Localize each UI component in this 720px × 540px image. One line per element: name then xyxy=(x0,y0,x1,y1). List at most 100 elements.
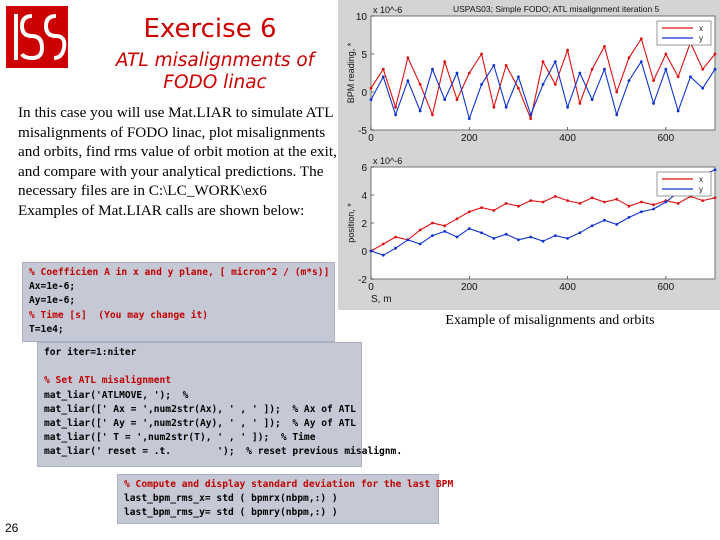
data-point-y xyxy=(553,60,557,63)
code-line: T=1e4; xyxy=(29,323,64,335)
data-point-y xyxy=(480,83,483,86)
data-point-x xyxy=(553,83,557,86)
data-point-x xyxy=(492,105,496,109)
data-point-x xyxy=(578,202,582,205)
data-point-x xyxy=(676,75,680,79)
data-point-x xyxy=(541,60,545,63)
data-point-y xyxy=(406,238,410,242)
slide-title: Exercise 6 xyxy=(143,14,277,44)
x-axis-label: S, m xyxy=(371,294,392,305)
code-line: for iter=1:niter xyxy=(44,347,137,358)
data-point-y xyxy=(566,237,569,240)
data-point-y xyxy=(541,83,545,86)
data-point-x xyxy=(467,210,471,214)
data-point-y xyxy=(664,67,668,71)
code-line: % Set ATL misalignment xyxy=(44,375,172,387)
data-point-x xyxy=(369,86,373,90)
data-point-y xyxy=(492,64,496,67)
data-point-y xyxy=(394,246,397,250)
data-point-x xyxy=(529,117,533,120)
data-point-x xyxy=(590,196,594,200)
data-point-y xyxy=(689,75,692,79)
legend xyxy=(656,20,712,46)
data-point-x xyxy=(480,52,483,56)
data-point-y xyxy=(492,237,496,240)
data-point-y xyxy=(369,98,373,101)
data-point-y xyxy=(566,105,569,109)
code-line: % Compute and display standard deviation… xyxy=(124,479,454,490)
data-point-y xyxy=(369,249,373,253)
data-point-y xyxy=(480,231,483,235)
data-point-y xyxy=(615,113,619,117)
code-line: Ax=1e-6; xyxy=(29,281,76,293)
y-tick-label: -2 xyxy=(358,275,367,286)
data-point-x xyxy=(406,56,410,60)
y-tick-label: 4 xyxy=(361,191,367,202)
data-point-x xyxy=(504,202,508,205)
data-point-y xyxy=(603,67,606,71)
y-exponent-label: x 10^-6 xyxy=(373,156,402,166)
data-point-y xyxy=(455,235,459,239)
code-line: mat_liar(' reset = .t. '); % reset previ… xyxy=(44,446,403,458)
x-tick-label: 400 xyxy=(559,282,576,293)
data-point-x xyxy=(517,204,520,208)
data-point-x xyxy=(467,71,471,75)
data-point-y xyxy=(529,235,533,239)
data-point-y xyxy=(639,210,643,214)
data-point-y xyxy=(443,230,447,233)
legend xyxy=(656,171,712,197)
code-block-2: for iter=1:niter % Set ATL misalignment m… xyxy=(37,342,403,467)
data-point-y xyxy=(590,98,594,101)
x-tick-label: 600 xyxy=(658,133,675,144)
data-point-y xyxy=(627,79,631,82)
code-line: % Coefficien A in x and y plane, [ micro… xyxy=(29,267,330,278)
data-point-x xyxy=(517,86,520,90)
data-point-x xyxy=(541,200,545,204)
data-point-x xyxy=(652,203,655,207)
page-number: 26 xyxy=(5,521,19,535)
data-point-x xyxy=(529,199,533,203)
data-point-y xyxy=(431,234,434,238)
legend-label-y: y xyxy=(699,34,703,43)
data-point-x xyxy=(394,235,397,239)
y-axis-label: position, * xyxy=(346,203,356,243)
y-tick-label: 5 xyxy=(361,50,367,61)
data-point-y xyxy=(418,242,422,246)
x-tick-label: 200 xyxy=(461,133,478,144)
data-point-y xyxy=(553,234,557,238)
data-point-y xyxy=(467,117,471,120)
y-tick-label: 2 xyxy=(361,219,367,230)
y-tick-label: 6 xyxy=(361,163,367,174)
y-tick-label: 10 xyxy=(356,12,368,23)
code-line: mat_liar([' Ax = ',num2str(Ax), ' , ' ])… xyxy=(44,403,356,415)
data-point-x xyxy=(615,197,619,201)
data-point-x xyxy=(492,209,496,212)
data-point-x xyxy=(418,83,422,86)
data-point-x xyxy=(381,242,385,246)
data-point-x xyxy=(639,200,643,204)
data-point-x xyxy=(590,67,594,71)
code-line: Ay=1e-6; xyxy=(29,295,76,307)
code-line: mat_liar('ATLMOVE, '); % xyxy=(44,389,189,401)
data-point-x xyxy=(443,224,447,228)
data-point-y xyxy=(517,75,520,79)
y-tick-label: 0 xyxy=(361,88,367,99)
data-point-y xyxy=(467,227,471,231)
data-point-y xyxy=(394,113,397,117)
y-tick-label: 0 xyxy=(361,247,367,258)
data-point-y xyxy=(455,71,459,75)
data-point-x xyxy=(443,60,447,63)
data-point-y xyxy=(590,224,594,228)
plots-panel: 0 200 400 600 -5 0 5 10 x 10^-6 BPM reading, * USP… xyxy=(338,0,720,310)
data-point-y xyxy=(578,71,582,75)
code-line: last_bpm_rms_x= std ( bpmrx(nbpm,:) ) xyxy=(124,493,338,505)
data-point-y xyxy=(701,86,705,90)
instructions-text: In this case you will use Mat.LIAR to si… xyxy=(18,104,337,219)
legend-label-x: x xyxy=(699,24,703,33)
data-point-x xyxy=(676,202,680,205)
data-point-x xyxy=(627,204,631,208)
code-line: last_bpm_rms_y= std ( bpmry(nbpm,:) ) xyxy=(124,507,338,519)
code-line xyxy=(44,360,355,374)
data-point-x xyxy=(381,67,385,71)
